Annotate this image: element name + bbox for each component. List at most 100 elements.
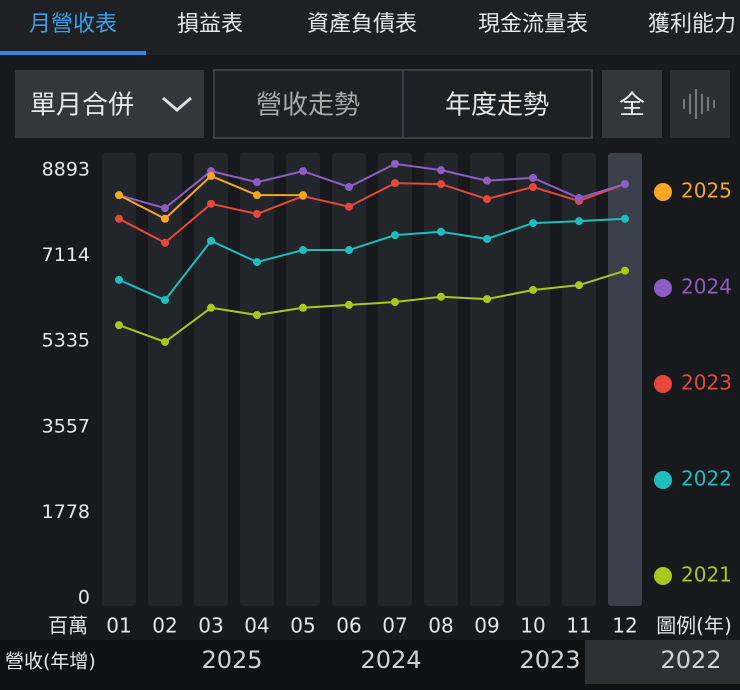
button-label[interactable]: 營收走勢 (256, 91, 360, 121)
dropdown[interactable] (15, 70, 204, 138)
legend-label[interactable]: 2021 (681, 563, 732, 587)
data-point (437, 180, 445, 189)
data-point (207, 199, 215, 208)
data-point (253, 191, 261, 200)
y-tick-label: 1778 (42, 501, 90, 523)
column-band (424, 153, 458, 606)
legend-swatch[interactable] (654, 471, 672, 489)
data-point (207, 303, 215, 312)
data-point (115, 191, 123, 200)
legend-label[interactable]: 2023 (681, 371, 732, 395)
legend-swatch[interactable] (654, 567, 672, 585)
y-tick-label: 7114 (42, 244, 90, 266)
y-tick-label: 8893 (42, 159, 90, 181)
x-tick-label: 02 (152, 614, 177, 638)
x-tick-label: 05 (290, 614, 315, 638)
x-tick-label: 03 (198, 614, 223, 638)
data-point (253, 258, 261, 267)
y-tick-label: 3557 (42, 415, 90, 437)
x-tick-label: 01 (106, 614, 131, 638)
button-label[interactable]: 年度走勢 (445, 91, 549, 121)
x-tick-label: 04 (244, 614, 269, 638)
data-point (345, 300, 353, 309)
data-point (161, 204, 169, 213)
highlight-column (608, 153, 642, 606)
column-band (516, 153, 550, 606)
footer-year[interactable]: 2022 (660, 646, 721, 674)
tab[interactable]: 損益表 (177, 12, 243, 37)
x-tick-label: 06 (336, 614, 361, 638)
column-band (378, 153, 412, 606)
data-point (345, 202, 353, 211)
bars-icon (683, 89, 715, 119)
data-point (483, 176, 491, 185)
tab[interactable]: 資產負債表 (307, 12, 417, 37)
series-line (118, 162, 626, 210)
footer-year[interactable]: 2024 (360, 646, 421, 674)
x-tick-label: 11 (566, 614, 591, 638)
data-point (253, 311, 261, 320)
data-point (437, 292, 445, 301)
data-point (161, 214, 169, 223)
data-point (621, 266, 629, 275)
data-point (207, 171, 215, 180)
data-point (115, 321, 123, 330)
footer-year[interactable]: 2023 (519, 646, 580, 674)
x-tick-label: 07 (382, 614, 407, 638)
data-point (483, 195, 491, 204)
data-point (529, 173, 537, 182)
data-point (161, 337, 169, 346)
icon-button[interactable] (670, 70, 730, 138)
column-band (562, 153, 596, 606)
column-band (194, 153, 228, 606)
footer-selected[interactable] (585, 640, 740, 684)
data-point (529, 182, 537, 191)
x-tick-label: 08 (428, 614, 453, 638)
data-point (575, 217, 583, 226)
series-line (118, 269, 626, 344)
column-band (102, 153, 136, 606)
column-band (148, 153, 182, 606)
legend-label[interactable]: 2025 (681, 179, 732, 203)
data-point (253, 209, 261, 218)
data-point (115, 275, 123, 284)
y-tick-label: 5335 (42, 330, 90, 352)
legend-title: 圖例(年) (656, 614, 732, 638)
x-tick-label: 12 (612, 614, 637, 638)
data-point (575, 194, 583, 203)
button-label[interactable]: 全 (619, 91, 645, 121)
data-point (299, 246, 307, 255)
series-line (118, 182, 626, 245)
dropdown-label[interactable]: 單月合併 (30, 91, 134, 121)
footer-year[interactable]: 2025 (201, 646, 262, 674)
x-tick-label: 09 (474, 614, 499, 638)
data-point (299, 167, 307, 176)
column-band (470, 153, 504, 606)
data-point (299, 303, 307, 312)
data-point (391, 298, 399, 307)
legend-swatch[interactable] (654, 183, 672, 201)
data-point (575, 281, 583, 290)
data-point (207, 236, 215, 245)
data-point (483, 234, 491, 243)
data-point (299, 191, 307, 200)
legend-swatch[interactable] (654, 375, 672, 393)
tab[interactable]: 獲利能力 (648, 12, 736, 37)
legend-swatch[interactable] (654, 279, 672, 297)
legend-label[interactable]: 2024 (681, 275, 732, 299)
y-unit: 百萬 (48, 614, 88, 638)
data-point (391, 231, 399, 240)
data-point (391, 179, 399, 188)
data-point (391, 159, 399, 168)
y-tick-label: 0 (78, 587, 90, 609)
tab[interactable]: 月營收表 (29, 12, 117, 37)
chevron (162, 96, 192, 112)
tab-underline (0, 51, 146, 55)
tab[interactable]: 現金流量表 (478, 12, 588, 37)
button[interactable] (602, 70, 662, 138)
legend-label[interactable]: 2022 (681, 467, 732, 491)
data-point (437, 227, 445, 236)
data-point (529, 285, 537, 294)
